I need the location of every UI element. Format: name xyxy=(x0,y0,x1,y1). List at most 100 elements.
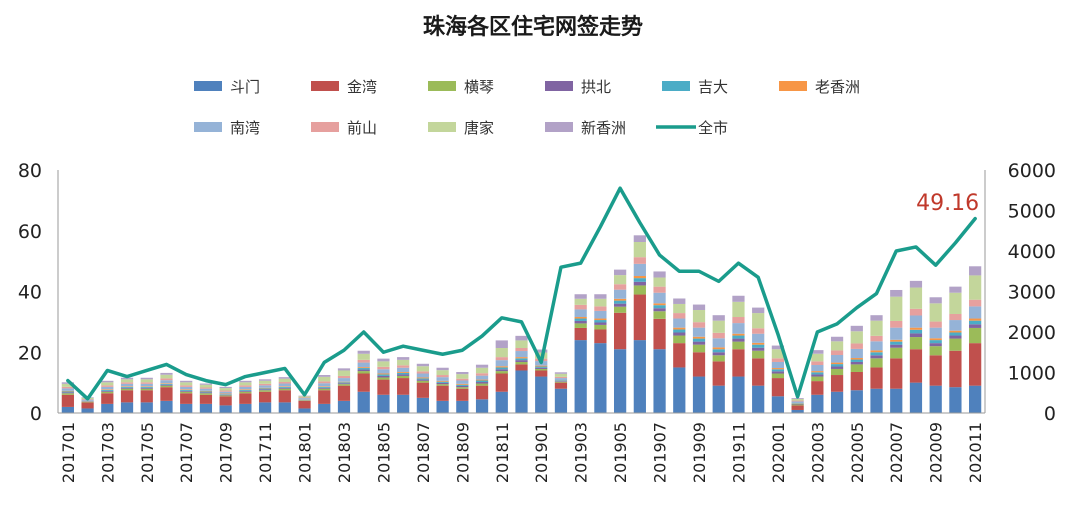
bar-201811-series-9 xyxy=(495,340,508,348)
bar-202006-series-4 xyxy=(870,352,883,356)
bar-201708-series-9 xyxy=(199,383,213,385)
bar-202001-series-5 xyxy=(771,368,785,370)
bar-202005-series-3 xyxy=(850,361,863,365)
bar-201808-series-6 xyxy=(436,377,449,381)
bar-201807-series-9 xyxy=(416,363,429,367)
bar-201911-series-1 xyxy=(732,349,745,377)
bar-202007-series-7 xyxy=(890,320,903,328)
bar-202010-series-2 xyxy=(949,338,962,351)
bar-201907-series-3 xyxy=(653,308,666,312)
bar-202005-series-5 xyxy=(850,358,863,360)
y-tick-left-40: 40 xyxy=(18,282,42,304)
bar-201809-series-2 xyxy=(456,387,469,389)
x-tick-201705: 201705 xyxy=(138,422,157,483)
bar-202001-series-0 xyxy=(771,396,785,413)
bar-201708-series-7 xyxy=(199,387,213,389)
bar-201806-series-2 xyxy=(397,375,410,379)
bar-201807-series-1 xyxy=(416,382,429,398)
bar-201705-series-4 xyxy=(140,386,153,388)
bar-202002-series-6 xyxy=(791,401,804,403)
x-tick-202005: 202005 xyxy=(848,422,867,483)
bar-201706-series-3 xyxy=(160,384,173,386)
bar-201805-series-6 xyxy=(377,369,390,374)
bar-201902-series-6 xyxy=(554,378,568,381)
bar-202010-series-5 xyxy=(949,330,962,333)
bar-201711-series-8 xyxy=(258,380,272,384)
bar-201810-series-9 xyxy=(475,364,489,368)
bar-201905-series-2 xyxy=(614,306,627,313)
bar-201911-series-5 xyxy=(732,333,745,336)
bar-202006-series-8 xyxy=(870,320,883,336)
bar-201910-series-2 xyxy=(712,355,725,362)
bar-201910-series-1 xyxy=(712,361,725,386)
bar-202011-series-8 xyxy=(969,275,982,300)
bar-201810-series-7 xyxy=(475,373,489,376)
bar-201803-series-6 xyxy=(337,378,351,382)
bar-201711-series-1 xyxy=(258,391,272,403)
legend-swatch-2 xyxy=(428,81,456,91)
legend-swatch-9 xyxy=(545,122,573,132)
x-tick-201707: 201707 xyxy=(177,422,196,483)
bar-201703-series-7 xyxy=(101,385,114,387)
bar-202007-series-3 xyxy=(890,344,903,348)
bar-201805-series-2 xyxy=(377,377,390,380)
bar-202010-series-4 xyxy=(949,332,962,336)
bar-201704-series-0 xyxy=(120,402,134,413)
bar-202006-series-0 xyxy=(870,388,883,413)
bar-202009-series-7 xyxy=(929,321,942,328)
bar-202003-series-8 xyxy=(811,353,824,362)
bar-201901-series-9 xyxy=(535,349,548,353)
bar-201807-series-3 xyxy=(416,379,429,381)
bar-201903-series-3 xyxy=(574,320,587,324)
legend-swatch-0 xyxy=(194,81,222,91)
bar-202009-series-0 xyxy=(929,385,942,413)
bar-201709-series-5 xyxy=(219,393,232,395)
bar-201709-series-2 xyxy=(219,395,232,397)
bar-201907-series-5 xyxy=(653,303,666,306)
bar-201701-series-9 xyxy=(61,382,74,384)
x-tick-201711: 201711 xyxy=(256,422,275,483)
bar-201810-series-1 xyxy=(475,385,489,400)
bar-201805-series-0 xyxy=(377,394,390,413)
legend-swatch-1 xyxy=(311,81,339,91)
bar-201802-series-0 xyxy=(318,403,331,413)
bar-201802-series-7 xyxy=(318,381,331,384)
bar-202002-series-4 xyxy=(791,403,804,404)
bar-202008-series-2 xyxy=(909,337,923,350)
x-tick-201801: 201801 xyxy=(296,422,315,483)
legend-label-0: 斗门 xyxy=(230,78,260,96)
bar-201910-series-6 xyxy=(712,338,725,348)
bar-201701-series-4 xyxy=(61,391,74,393)
x-tick-202003: 202003 xyxy=(808,422,827,483)
bar-201908-series-9 xyxy=(673,298,686,304)
bar-201805-series-5 xyxy=(377,373,390,375)
bar-201701-series-8 xyxy=(61,383,74,387)
bar-202006-series-7 xyxy=(870,335,883,342)
bar-201901-series-4 xyxy=(535,366,548,368)
bar-202009-series-1 xyxy=(929,355,942,386)
bar-201911-series-9 xyxy=(732,295,745,302)
bar-201708-series-8 xyxy=(199,384,213,388)
bar-201909-series-3 xyxy=(692,341,706,345)
bar-202010-series-3 xyxy=(949,335,962,339)
x-tick-201903: 201903 xyxy=(572,422,591,483)
bar-201904-series-8 xyxy=(594,298,607,307)
bar-201911-series-4 xyxy=(732,335,745,339)
bar-201709-series-4 xyxy=(219,394,232,395)
bar-201908-series-0 xyxy=(673,367,686,413)
bar-201710-series-4 xyxy=(239,389,252,391)
bar-201711-series-7 xyxy=(258,383,272,386)
bar-202005-series-9 xyxy=(850,325,863,332)
bar-201712-series-5 xyxy=(278,386,291,387)
bar-201707-series-8 xyxy=(180,382,193,386)
y-tick-right-4000: 4000 xyxy=(1008,241,1056,263)
bar-201909-series-2 xyxy=(692,344,706,353)
bar-201806-series-4 xyxy=(397,372,410,375)
bar-202010-series-9 xyxy=(949,286,962,293)
bar-201801-series-0 xyxy=(298,408,311,413)
bar-201707-series-2 xyxy=(180,391,193,394)
bar-202011-series-5 xyxy=(969,318,982,321)
bar-201712-series-2 xyxy=(278,388,291,391)
bar-202008-series-6 xyxy=(909,315,923,328)
